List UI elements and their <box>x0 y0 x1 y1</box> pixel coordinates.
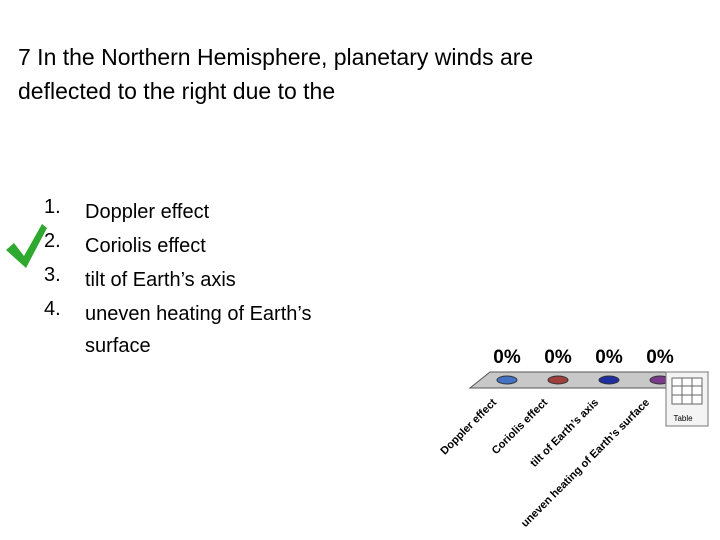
bar-base <box>547 375 569 385</box>
correct-checkmark <box>6 224 47 268</box>
option-number: 1. <box>44 196 61 218</box>
option-number: 3. <box>44 264 61 286</box>
option-text: tilt of Earth’s axis <box>85 269 236 291</box>
value-label: 0% <box>544 347 572 368</box>
bar-base <box>496 375 518 385</box>
value-label: 0% <box>646 347 674 368</box>
option-number: 2. <box>44 230 61 252</box>
value-label: 0% <box>493 347 521 368</box>
option-text: Doppler effect <box>85 201 210 223</box>
option-number: 4. <box>44 298 61 320</box>
option-text: uneven heating of Earth’s surface <box>85 303 312 357</box>
table-icon-grid <box>671 377 703 405</box>
value-label: 0% <box>595 347 623 368</box>
bar-base <box>598 375 620 385</box>
table-icon-label: Table <box>673 414 693 423</box>
question: 7 In the Northern Hemisphere, planetary … <box>18 44 534 104</box>
option-text: Coriolis effect <box>85 235 206 257</box>
